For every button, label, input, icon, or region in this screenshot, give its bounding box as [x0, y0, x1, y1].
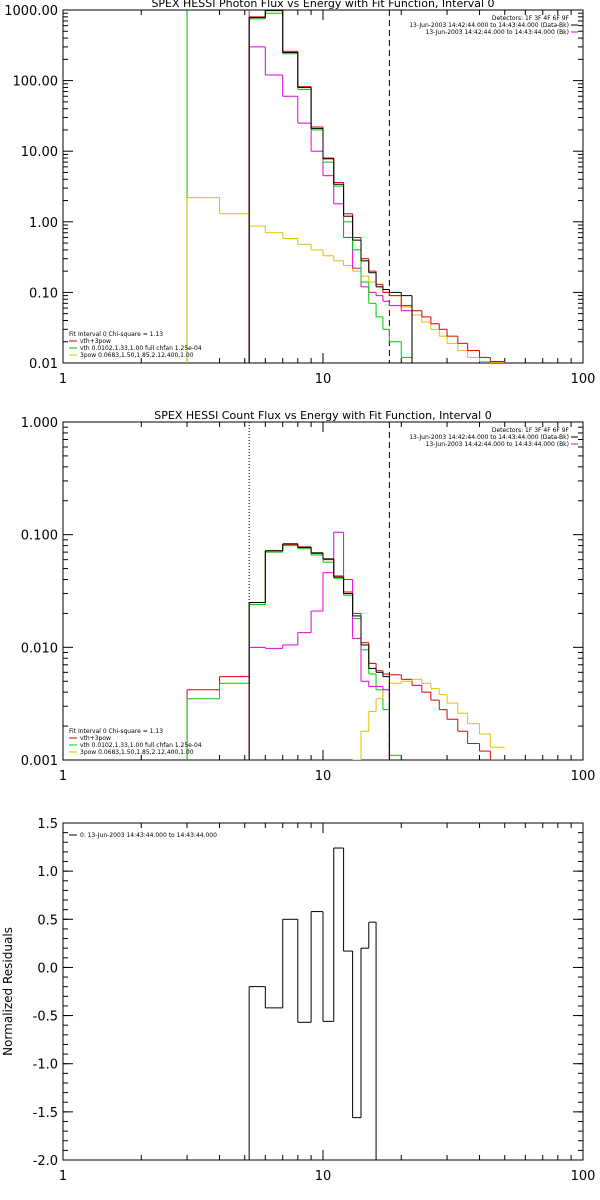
y-axis: 0.001 0.010 0.100 1.000 [21, 416, 583, 769]
x-tick-label: 1 [59, 1169, 67, 1184]
chart-title: SPEX HESSI Photon Flux vs Energy with Fi… [151, 0, 494, 10]
y-tick-label: 10.00 [21, 145, 58, 160]
y-tick-label: 1.000 [21, 416, 58, 431]
series-power [352, 678, 505, 760]
x-axis: 1 10 100 [59, 422, 596, 784]
y-axis-label: Normalized Residuals [1, 927, 15, 1056]
x-tick-label: 10 [315, 1169, 332, 1184]
y-axis: -2.0 -1.5 -1.0 -0.5 0.0 0.5 1.0 1.5 [33, 817, 583, 1169]
legend-entry: vth 0.0102,1.33,1.00 full chfan 1.25e-04 [80, 742, 202, 749]
y-tick-label: 1.0 [37, 865, 58, 880]
info-line: 13-Jun-2003 14:42:44.000 to 14:43:44.000… [409, 22, 569, 29]
legend-header: Fit Interval 0 Chi-square = 1.13 [69, 331, 163, 338]
x-tick-label: 100 [571, 1169, 596, 1184]
y-axis: 0.01 0.10 1.00 10.00 100.00 1000.00 [4, 4, 583, 372]
legend-entry: 3pow 0.0683,1.50,1.85,2.12,400,1.00 [80, 749, 194, 756]
y-tick-label: -0.5 [33, 1010, 58, 1025]
y-tick-label: -1.0 [33, 1058, 58, 1073]
y-tick-label: 0.5 [37, 913, 58, 928]
chart-title: SPEX HESSI Count Flux vs Energy with Fit… [154, 409, 491, 422]
x-tick-label: 10 [315, 372, 332, 387]
plot-area [186, 10, 505, 363]
x-tick-label: 100 [571, 372, 596, 387]
legend-entry: vth+3pow [80, 338, 111, 345]
panel-2: SPEX HESSI Count Flux vs Energy with Fit… [21, 409, 596, 784]
info-line: Detectors: 1F 3F 4F 6F 9F [492, 15, 570, 22]
plot-area [248, 847, 377, 1160]
panel-3: 1 10 100 -2.0 -1.5 -1.0 -0.5 0.0 0.5 1.0 1.5 Normal… [1, 817, 595, 1184]
x-tick-label: 1 [59, 372, 67, 387]
y-tick-label: 0.010 [21, 641, 58, 656]
y-tick-label: -2.0 [33, 1154, 58, 1169]
legend: 0. 13-Jun-2003 14:43:44.000 to 14:43:44.… [69, 832, 217, 839]
series-data [248, 10, 413, 363]
x-tick-label: 1 [59, 769, 67, 784]
plot-area [186, 422, 505, 760]
legend: Fit Interval 0 Chi-square = 1.13vth+3pow… [69, 728, 202, 756]
panel-1: SPEX HESSI Photon Flux vs Energy with Fi… [4, 0, 595, 387]
y-tick-label: 1000.00 [4, 4, 58, 19]
info-line: 13-Jun-2003 14:42:44.000 to 14:43:44.000… [426, 29, 569, 36]
y-tick-label: -1.5 [33, 1106, 58, 1121]
y-tick-label: 0.01 [29, 357, 58, 372]
y-tick-label: 1.00 [29, 216, 58, 231]
info-line: 13-Jun-2003 14:42:44.000 to 14:43:44.000… [409, 434, 569, 441]
x-tick-label: 10 [315, 769, 332, 784]
series-data [248, 847, 377, 1160]
legend-entry: 0. 13-Jun-2003 14:43:44.000 to 14:43:44.… [80, 832, 217, 839]
y-tick-label: 0.0 [37, 961, 58, 976]
panels: SPEX HESSI Photon Flux vs Energy with Fi… [1, 0, 595, 1184]
legend-entry: 3pow 0.0683,1.50,1.85,2.12,400,1.00 [80, 352, 194, 359]
x-tick-label: 100 [571, 769, 596, 784]
info-line: 13-Jun-2003 14:42:44.000 to 14:43:44.000… [426, 441, 569, 448]
info-line: Detectors: 1F 3F 4F 6F 9F [492, 427, 570, 434]
legend-header: Fit Interval 0 Chi-square = 1.13 [69, 728, 163, 735]
legend: Fit Interval 0 Chi-square = 1.13vth+3pow… [69, 331, 202, 359]
y-tick-label: 1.5 [37, 817, 58, 832]
y-tick-label: 0.10 [29, 286, 58, 301]
y-tick-label: 0.100 [21, 529, 58, 544]
x-axis: 1 10 100 [59, 823, 596, 1184]
legend-entry: vth 0.0102,1.33,1.00 full chfan 1.25e-04 [80, 345, 202, 352]
series-data [248, 543, 390, 760]
legend-entry: vth+3pow [80, 735, 111, 742]
y-tick-label: 100.00 [13, 75, 59, 90]
y-tick-label: 0.001 [21, 754, 58, 769]
